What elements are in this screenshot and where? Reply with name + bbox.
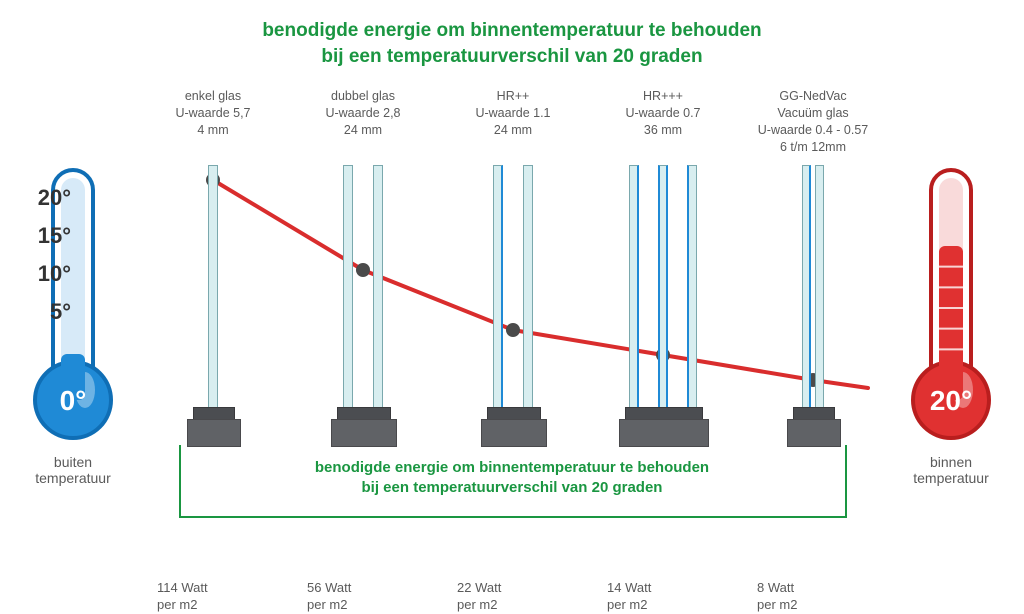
glass-base bbox=[481, 419, 547, 447]
glass-header: HR++U-waarde 1.124 mm bbox=[453, 88, 573, 139]
glass-column: HR+++U-waarde 0.736 mm bbox=[603, 88, 723, 147]
thermometer-outside: 20° 15° 10° 5° 0° buiten temperatuur bbox=[18, 160, 128, 486]
svg-text:20°: 20° bbox=[38, 185, 71, 210]
glass-pane bbox=[687, 165, 697, 425]
svg-text:20°: 20° bbox=[930, 385, 972, 416]
stage: 20° 15° 10° 5° 0° buiten temperatuur 20° bin… bbox=[0, 0, 1024, 601]
glass-pane bbox=[343, 165, 353, 425]
svg-text:15°: 15° bbox=[38, 223, 71, 248]
thermo-inside-label: binnen temperatuur bbox=[896, 454, 1006, 486]
wattage-label: 22 Wattper m2 bbox=[453, 580, 577, 614]
wattage-label: 8 Wattper m2 bbox=[753, 580, 877, 614]
glass-column: dubbel glasU-waarde 2,824 mm bbox=[303, 88, 423, 147]
glass-header: GG-NedVacVacuüm glasU-waarde 0.4 - 0.576… bbox=[753, 88, 873, 156]
glass-base bbox=[187, 419, 241, 447]
glass-header: HR+++U-waarde 0.736 mm bbox=[603, 88, 723, 139]
glass-pane bbox=[373, 165, 383, 425]
glass-pane bbox=[629, 165, 639, 425]
wattage-label: 114 Wattper m2 bbox=[153, 580, 277, 614]
svg-text:5°: 5° bbox=[50, 299, 71, 324]
glass-base bbox=[787, 419, 841, 447]
wattage-label: 14 Wattper m2 bbox=[603, 580, 727, 614]
glass-column: GG-NedVacVacuüm glasU-waarde 0.4 - 0.576… bbox=[753, 88, 873, 164]
glass-pane bbox=[493, 165, 503, 425]
glass-column: HR++U-waarde 1.124 mm bbox=[453, 88, 573, 147]
wattage-label: 56 Wattper m2 bbox=[303, 580, 427, 614]
glass-pane bbox=[815, 165, 824, 425]
glass-pane bbox=[208, 165, 218, 425]
glass-column: enkel glasU-waarde 5,74 mm bbox=[153, 88, 273, 147]
glass-header: dubbel glasU-waarde 2,824 mm bbox=[303, 88, 423, 139]
svg-text:10°: 10° bbox=[38, 261, 71, 286]
thermo-outside-label: buiten temperatuur bbox=[18, 454, 128, 486]
glass-base bbox=[619, 419, 709, 447]
thermometer-inside: 20° binnen temperatuur bbox=[896, 160, 1006, 486]
glass-base bbox=[331, 419, 397, 447]
glass-header: enkel glasU-waarde 5,74 mm bbox=[153, 88, 273, 139]
glass-pane bbox=[523, 165, 533, 425]
glass-pane bbox=[802, 165, 811, 425]
svg-text:0°: 0° bbox=[60, 385, 87, 416]
glass-pane bbox=[658, 165, 668, 425]
mid-caption: benodigde energie om binnentemperatuur t… bbox=[175, 458, 849, 499]
